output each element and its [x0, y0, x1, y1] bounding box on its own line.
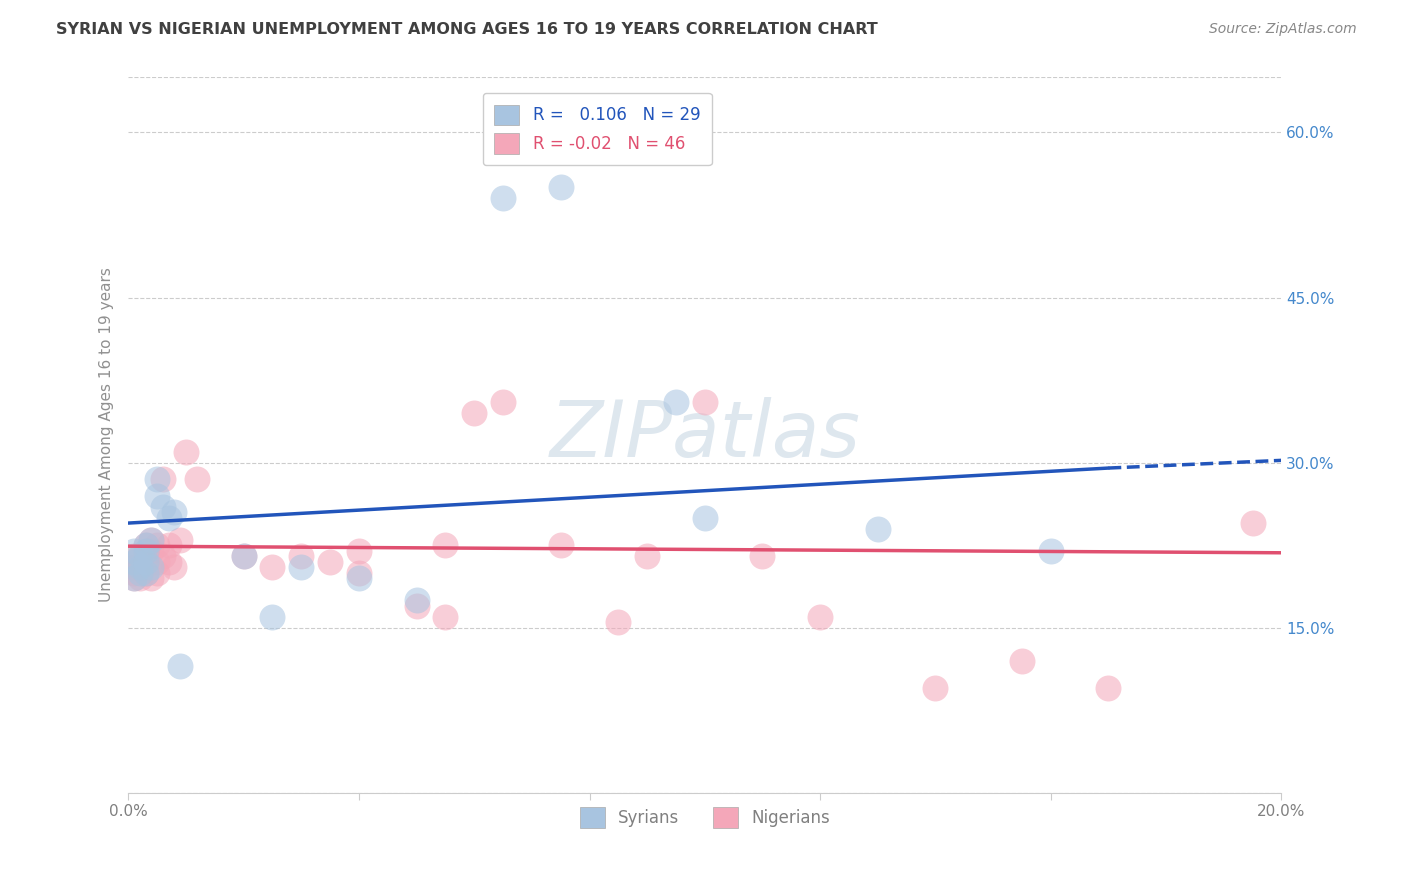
Point [141, 560, 163, 574]
Point [146, 472, 169, 486]
Point [174, 444, 197, 458]
Point [434, 609, 457, 624]
Point [169, 659, 191, 673]
Point [141, 533, 163, 547]
Point [135, 538, 157, 552]
Point [405, 593, 427, 607]
Point [146, 489, 169, 503]
Y-axis label: Unemployment Among Ages 16 to 19 years: Unemployment Among Ages 16 to 19 years [100, 268, 114, 602]
Point [135, 555, 157, 569]
Point [135, 543, 157, 558]
Point [122, 543, 145, 558]
Point [163, 505, 186, 519]
Point [157, 555, 180, 569]
Point [128, 560, 150, 574]
Text: Source: ZipAtlas.com: Source: ZipAtlas.com [1209, 22, 1357, 37]
Point [128, 566, 150, 580]
Point [146, 566, 169, 580]
Point [693, 510, 716, 524]
Point [128, 549, 150, 563]
Point [924, 681, 946, 695]
Point [128, 549, 150, 563]
Point [1039, 543, 1062, 558]
Point [146, 538, 169, 552]
Point [262, 560, 284, 574]
Point [290, 549, 312, 563]
Point [1011, 654, 1033, 668]
Point [135, 543, 157, 558]
Point [128, 571, 150, 585]
Point [152, 500, 174, 514]
Point [492, 192, 515, 206]
Point [152, 549, 174, 563]
Point [1097, 681, 1119, 695]
Text: SYRIAN VS NIGERIAN UNEMPLOYMENT AMONG AGES 16 TO 19 YEARS CORRELATION CHART: SYRIAN VS NIGERIAN UNEMPLOYMENT AMONG AG… [56, 22, 877, 37]
Point [405, 599, 427, 613]
Point [122, 571, 145, 585]
Point [141, 571, 163, 585]
Point [434, 538, 457, 552]
Point [347, 543, 370, 558]
Point [347, 571, 370, 585]
Point [122, 566, 145, 580]
Legend: Syrians, Nigerians: Syrians, Nigerians [574, 801, 837, 834]
Point [135, 566, 157, 580]
Point [665, 395, 688, 409]
Point [141, 543, 163, 558]
Point [607, 615, 630, 629]
Point [319, 555, 342, 569]
Point [169, 533, 191, 547]
Point [157, 538, 180, 552]
Point [550, 538, 572, 552]
Point [550, 180, 572, 194]
Point [866, 522, 889, 536]
Point [122, 549, 145, 563]
Point [135, 538, 157, 552]
Point [146, 555, 169, 569]
Point [157, 510, 180, 524]
Point [463, 406, 485, 420]
Point [122, 571, 145, 585]
Point [163, 560, 186, 574]
Point [751, 549, 773, 563]
Point [347, 566, 370, 580]
Point [290, 560, 312, 574]
Point [135, 566, 157, 580]
Point [135, 555, 157, 569]
Point [232, 549, 254, 563]
Point [152, 472, 174, 486]
Text: ZIPatlas: ZIPatlas [550, 397, 860, 473]
Point [122, 560, 145, 574]
Point [232, 549, 254, 563]
Point [492, 395, 515, 409]
Point [186, 472, 208, 486]
Point [122, 555, 145, 569]
Point [636, 549, 658, 563]
Point [1241, 516, 1264, 530]
Point [141, 533, 163, 547]
Point [262, 609, 284, 624]
Point [128, 560, 150, 574]
Point [693, 395, 716, 409]
Point [808, 609, 831, 624]
